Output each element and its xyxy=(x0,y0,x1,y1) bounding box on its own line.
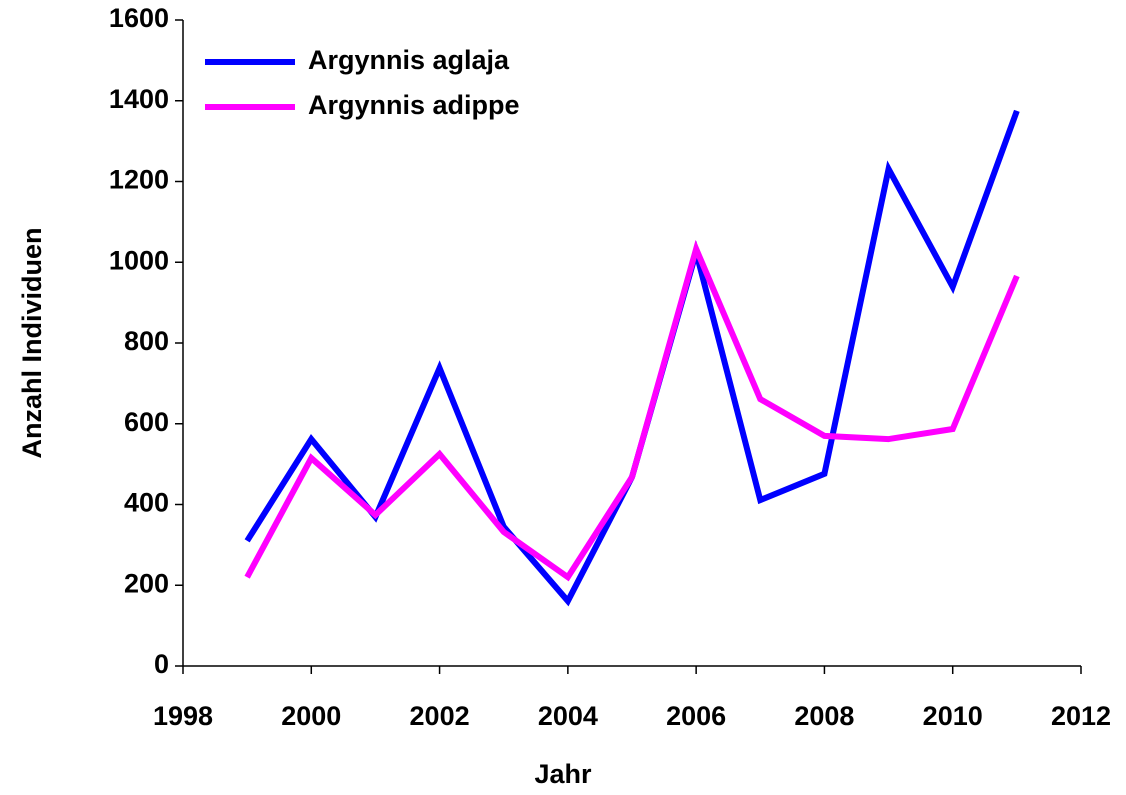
y-tick-label: 600 xyxy=(124,407,169,437)
y-tick-label: 1400 xyxy=(109,84,169,114)
line-series xyxy=(244,109,1020,607)
x-tick-label: 2006 xyxy=(666,701,726,731)
y-tick-label: 200 xyxy=(124,568,169,598)
y-tick-label: 400 xyxy=(124,488,169,518)
y-tick-label: 1600 xyxy=(109,3,169,33)
x-tick-label: 2008 xyxy=(794,701,854,731)
x-tick-label: 1998 xyxy=(153,701,213,731)
y-axis-label: Anzahl Individuen xyxy=(17,227,47,458)
x-tick-label: 2010 xyxy=(923,701,983,731)
legend-label: Argynnis adippe xyxy=(308,90,520,120)
y-tick-label: 1000 xyxy=(109,245,169,275)
x-tick-label: 2002 xyxy=(410,701,470,731)
line-series xyxy=(244,239,1020,582)
x-tick-label: 2004 xyxy=(538,701,598,731)
y-tick-label: 800 xyxy=(124,326,169,356)
legend-label: Argynnis aglaja xyxy=(308,45,510,75)
x-axis-label: Jahr xyxy=(534,759,592,789)
x-tick-label: 2000 xyxy=(281,701,341,731)
y-tick-label: 0 xyxy=(154,649,169,679)
y-tick-label: 1200 xyxy=(109,165,169,195)
x-tick-label: 2012 xyxy=(1051,701,1111,731)
